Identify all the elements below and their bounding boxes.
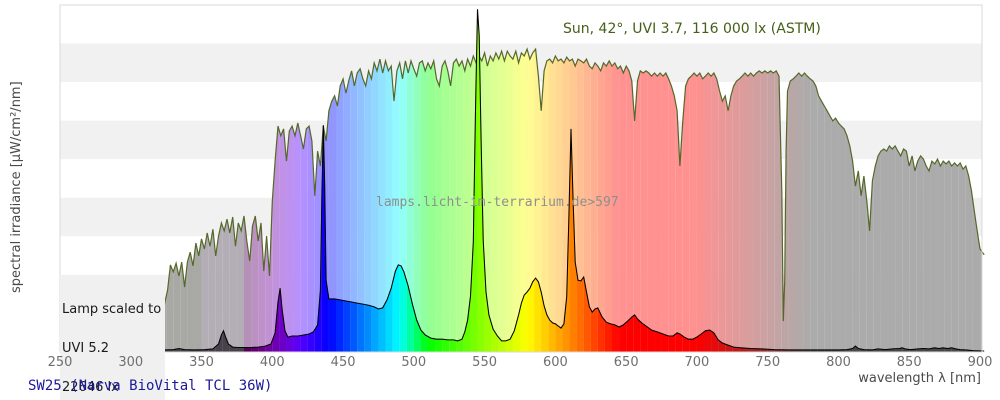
sun-curve [123, 47, 985, 353]
watermark: lamps.licht-im-terrarium.de>597 [376, 195, 619, 210]
x-tick-label-650: 650 [613, 355, 639, 370]
x-tick-label-450: 450 [330, 355, 356, 370]
x-tick-label-600: 600 [542, 355, 568, 370]
x-tick-label-850: 850 [896, 355, 922, 370]
lamp-scale-note-line3: 22646 lx [62, 380, 119, 395]
sun-reference-label: Sun, 42°, UVI 3.7, 116 000 lx (ASTM) [563, 21, 821, 37]
lamp-scale-note: Lamp scaled to UVI 5.2 22646 lx [60, 275, 166, 400]
lamp-scale-note-line1: Lamp scaled to [62, 302, 162, 317]
x-tick-label-900: 900 [967, 355, 993, 370]
lamp-name-label: SW25 (Narva BioVital TCL 36W) [28, 378, 273, 394]
x-tick-label-350: 350 [189, 355, 214, 370]
plot-border [59, 4, 983, 353]
x-tick-label-300: 300 [118, 355, 144, 370]
x-tick-label-700: 700 [684, 355, 710, 370]
x-tick-label-250: 250 [47, 355, 73, 370]
x-tick-label-500: 500 [401, 355, 427, 370]
x-tick-label-550: 550 [472, 355, 498, 370]
x-tick-label-400: 400 [259, 355, 285, 370]
x-tick-label-800: 800 [826, 355, 851, 370]
lamp-scale-note-line2: UVI 5.2 [62, 341, 110, 356]
y-axis-label: spectral irradiance [µW/cm²/nm] [9, 81, 24, 293]
x-axis-label: wavelength λ [nm] [858, 371, 981, 386]
x-tick-label-750: 750 [755, 355, 781, 370]
lamp-curve [60, 9, 985, 352]
